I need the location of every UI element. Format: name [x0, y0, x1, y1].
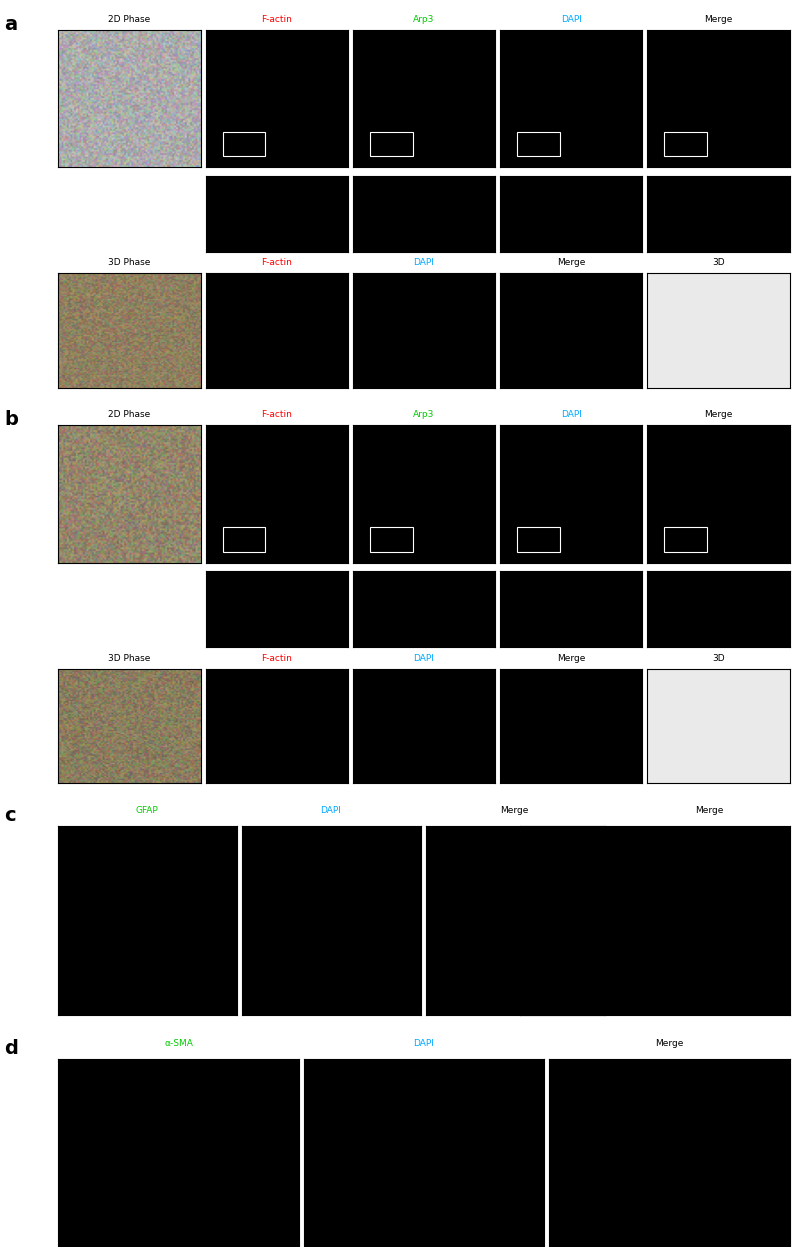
Text: DAPI: DAPI [414, 653, 434, 662]
Text: DAPI: DAPI [320, 806, 341, 814]
Text: Merge: Merge [695, 806, 724, 814]
Text: Merge: Merge [704, 15, 733, 24]
Text: DAPI: DAPI [561, 15, 582, 24]
Text: b: b [4, 410, 18, 429]
Bar [222, 526, 266, 551]
Text: F-actin: F-actin [262, 258, 292, 267]
Text: Merge: Merge [655, 1039, 683, 1047]
Text: DAPI: DAPI [414, 1039, 434, 1047]
Text: F-actin: F-actin [262, 15, 292, 24]
Text: 3D Phase: 3D Phase [109, 653, 150, 662]
Text: α-SMA: α-SMA [164, 1039, 193, 1047]
Text: Merge: Merge [704, 410, 733, 419]
Bar [517, 526, 560, 551]
Text: 3D: 3D [712, 653, 725, 662]
Bar [370, 131, 413, 156]
Text: F-actin: F-actin [262, 410, 292, 419]
Text: 2D Phase: 2D Phase [109, 15, 150, 24]
Text: Merge: Merge [557, 653, 586, 662]
Bar [370, 526, 413, 551]
Bar [222, 131, 266, 156]
Text: GFAP: GFAP [135, 806, 158, 814]
Text: a: a [4, 15, 17, 34]
Bar [517, 131, 560, 156]
Text: DAPI: DAPI [561, 410, 582, 419]
Text: 2D Phase: 2D Phase [109, 410, 150, 419]
Text: 3D Phase: 3D Phase [109, 258, 150, 267]
Bar [664, 526, 707, 551]
Text: F-actin: F-actin [262, 653, 292, 662]
Text: c: c [4, 806, 16, 824]
Text: Arp3: Arp3 [414, 15, 434, 24]
Text: DAPI: DAPI [414, 258, 434, 267]
Text: d: d [4, 1039, 18, 1057]
Bar [664, 131, 707, 156]
Text: Merge: Merge [500, 806, 529, 814]
Text: Merge: Merge [557, 258, 586, 267]
Text: 3D: 3D [712, 258, 725, 267]
Text: Arp3: Arp3 [414, 410, 434, 419]
